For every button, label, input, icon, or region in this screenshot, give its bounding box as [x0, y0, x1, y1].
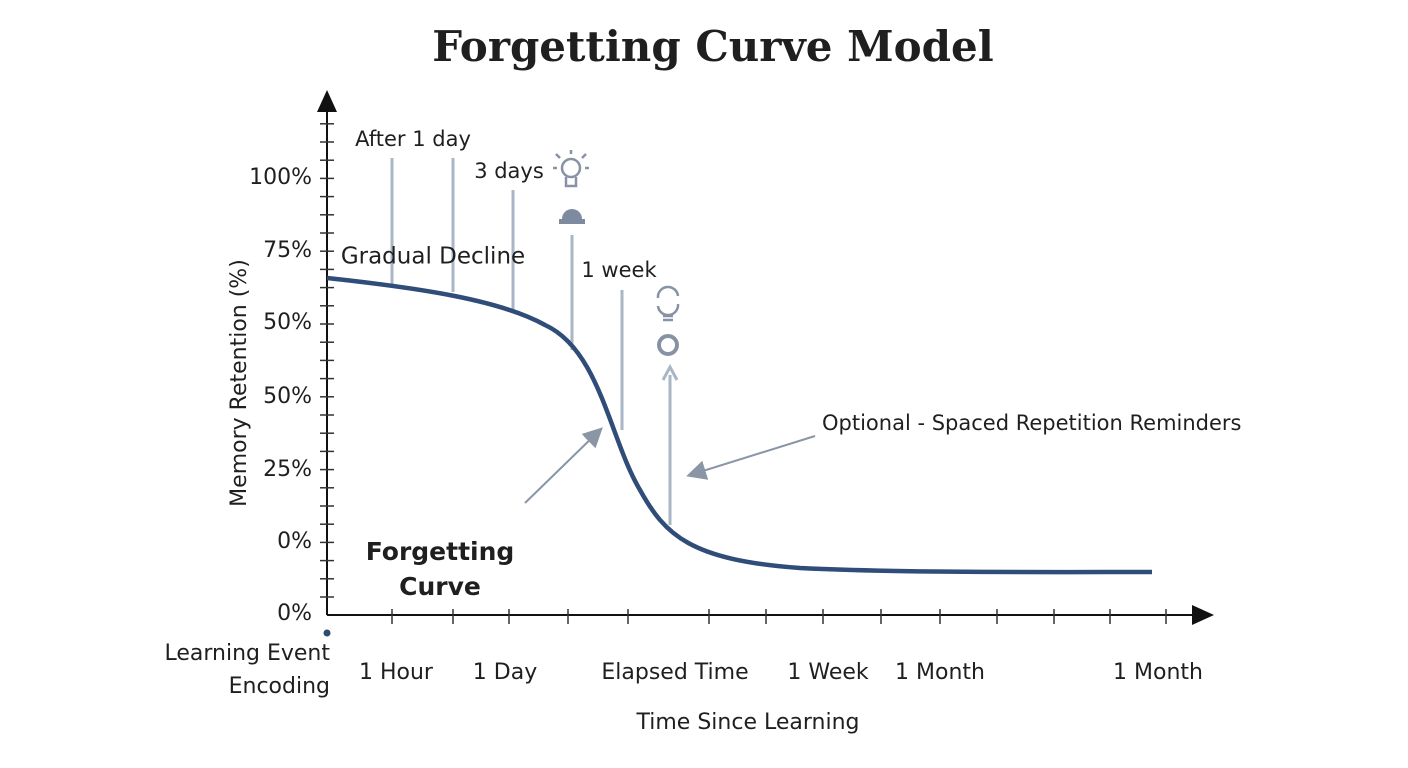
origin-label: Learning Event: [164, 641, 330, 666]
x-tick-label: 1 Day: [473, 660, 537, 685]
x-ticks: 1 Hour 1 Day Elapsed Time 1 Week 1 Month 1 Mo…: [359, 660, 1203, 685]
x-tick-label: 1 Month: [895, 660, 985, 685]
y-tick-label: 75%: [263, 238, 312, 263]
arrow-head: [661, 363, 679, 381]
y-axis-label: Memory Retention (%): [227, 259, 252, 507]
y-tick-label: 0%: [277, 601, 312, 626]
alarm-icon: [559, 209, 585, 224]
x-tick-label: 1 Month: [1113, 660, 1203, 685]
origin-dot: [323, 629, 331, 637]
x-tick-label: Elapsed Time: [601, 660, 748, 685]
origin-label: Encoding: [229, 674, 330, 699]
annotation: Gradual Decline: [341, 244, 525, 270]
y-tick-label: 50%: [263, 384, 312, 409]
y-ticks: 100% 75% 50% 50% 25% 0% 0%: [249, 165, 312, 626]
annotation: 1 week: [581, 258, 657, 282]
y-tick-label: 100%: [249, 165, 312, 190]
minor-ticks: [320, 123, 1167, 624]
curve-label: Forgetting: [366, 537, 515, 566]
title: Forgetting Curve Model: [432, 22, 993, 71]
y-tick-label: 50%: [263, 310, 312, 335]
y-tick-label: 25%: [263, 457, 312, 482]
curve-label: Curve: [399, 572, 481, 601]
x-tick-label: 1 Week: [787, 660, 869, 685]
annotation: After 1 day: [355, 127, 471, 151]
forgetting-curve: [326, 275, 1153, 575]
pointer: [524, 427, 603, 504]
annotation: Optional - Spaced Repetition Reminders: [822, 411, 1242, 435]
y-tick-label: 0%: [277, 529, 312, 554]
lightbulb-icon: [553, 150, 589, 188]
x-axis-label: Time Since Learning: [636, 710, 860, 735]
annotation: 3 days: [474, 159, 544, 183]
x-tick-label: 1 Hour: [359, 660, 434, 685]
repeat-icon: [656, 285, 680, 356]
pointer: [686, 435, 816, 480]
